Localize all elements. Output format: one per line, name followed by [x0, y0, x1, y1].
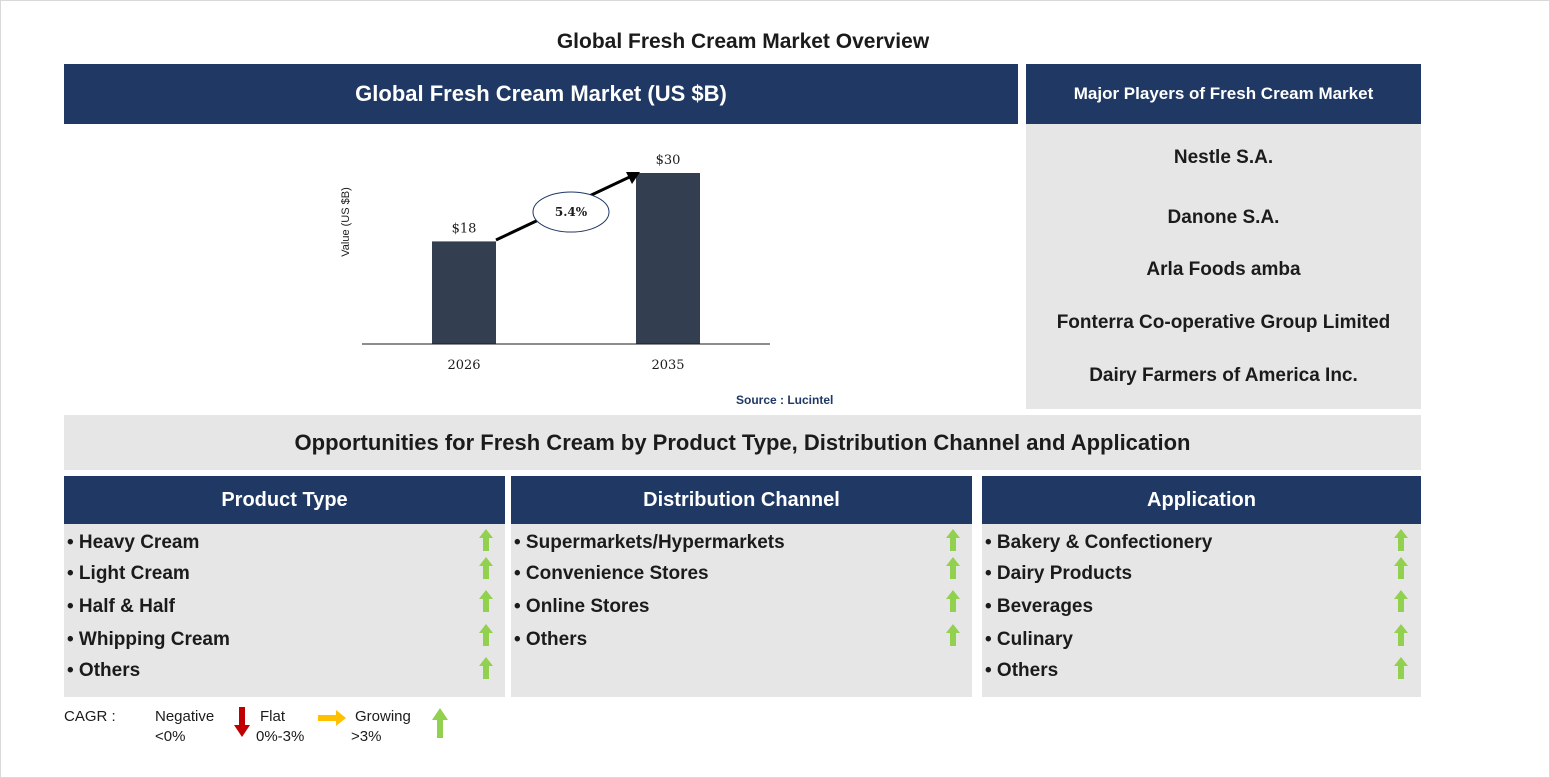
segment-panel-distribution-channel: • Supermarkets/Hypermarkets • Convenienc… [511, 524, 972, 697]
player-item: Fonterra Co-operative Group Limited [1056, 312, 1391, 333]
data-label: $18 [452, 221, 477, 236]
up-arrow-icon [432, 708, 448, 738]
list-item: • Bakery & Confectionery [985, 532, 1213, 553]
list-item: • Supermarkets/Hypermarkets [514, 532, 785, 553]
list-item: • Heavy Cream [67, 532, 200, 553]
list-item: • Others [985, 660, 1059, 681]
up-arrow-icon [1394, 529, 1408, 551]
up-arrow-icon [946, 529, 960, 551]
up-arrow-icon [479, 657, 493, 679]
chart-header: Global Fresh Cream Market (US $B) [64, 64, 1018, 124]
source-note: Source : Lucintel [736, 393, 834, 407]
legend-flat-name: Flat [260, 708, 286, 725]
player-item: Nestle S.A. [1173, 147, 1274, 168]
legend-growing-name: Growing [355, 708, 411, 725]
players-panel: Nestle S.A. Danone S.A. Arla Foods amba … [1026, 124, 1421, 409]
player-item: Danone S.A. [1167, 207, 1280, 228]
up-arrow-icon [479, 529, 493, 551]
legend-negative-name: Negative [155, 708, 215, 725]
x-tick-label: 2035 [651, 358, 684, 373]
data-label: $30 [656, 153, 681, 168]
list-item: • Dairy Products [985, 563, 1133, 584]
up-arrow-icon [946, 624, 960, 646]
legend-flat-range: 0%-3% [256, 728, 305, 745]
up-arrow-icon [1394, 557, 1408, 579]
cagr-arrow-head [626, 172, 640, 184]
up-arrow-icon [946, 590, 960, 612]
list-item: • Others [514, 629, 588, 650]
bar-2035 [636, 173, 700, 344]
segment-panel-product-type: • Heavy Cream • Light Cream • Half & Hal… [64, 524, 505, 697]
legend-growing-range: >3% [351, 728, 382, 745]
segment-header-distribution-channel: Distribution Channel [511, 476, 972, 524]
y-axis-label: Value (US $B) [340, 187, 352, 257]
up-arrow-icon [479, 624, 493, 646]
segment-panel-application: • Bakery & Confectionery • Dairy Product… [982, 524, 1421, 697]
list-item: • Others [67, 660, 141, 681]
list-item: • Culinary [985, 629, 1073, 650]
up-arrow-icon [1394, 624, 1408, 646]
up-arrow-icon [479, 557, 493, 579]
list-item: • Beverages [985, 596, 1094, 617]
list-item: • Whipping Cream [67, 629, 230, 650]
up-arrow-icon [1394, 590, 1408, 612]
right-arrow-icon [318, 710, 346, 726]
up-arrow-icon [479, 590, 493, 612]
opportunities-banner: Opportunities for Fresh Cream by Product… [64, 415, 1421, 470]
legend-label: CAGR : [64, 708, 116, 725]
list-item: • Convenience Stores [514, 563, 709, 584]
x-tick-label: 2026 [447, 358, 480, 373]
list-item: • Light Cream [67, 563, 190, 584]
cagr-label: 5.4% [555, 205, 588, 219]
player-item: Arla Foods amba [1146, 259, 1301, 280]
list-item: • Half & Half [67, 596, 175, 617]
page-title: Global Fresh Cream Market Overview [556, 30, 930, 53]
bar-chart: Value (US $B) $18 2026 $30 2035 5.4% [340, 153, 770, 373]
cagr-bubble [532, 191, 610, 233]
down-arrow-icon [234, 707, 250, 737]
up-arrow-icon [1394, 657, 1408, 679]
segment-header-product-type: Product Type [64, 476, 505, 524]
players-header: Major Players of Fresh Cream Market [1026, 64, 1421, 124]
player-item: Dairy Farmers of America Inc. [1089, 365, 1358, 386]
list-item: • Online Stores [514, 596, 650, 617]
up-arrow-icon [946, 557, 960, 579]
legend-negative-range: <0% [155, 728, 186, 745]
bar-2026 [432, 241, 496, 344]
segment-header-application: Application [982, 476, 1421, 524]
